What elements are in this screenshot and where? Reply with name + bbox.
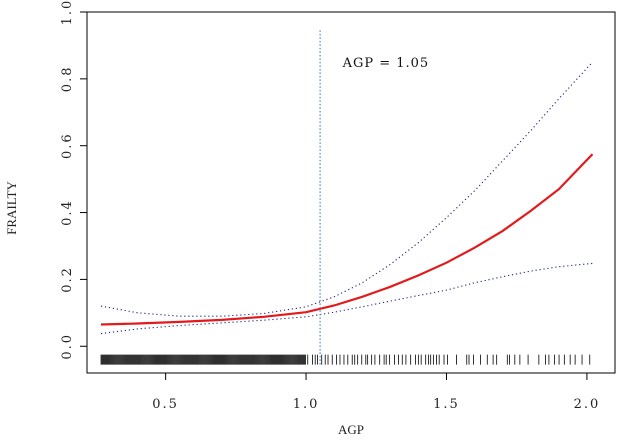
x-tick-label-0: 0.5 (152, 397, 179, 412)
rug-marks (100, 354, 591, 365)
estimate-line (100, 153, 594, 326)
y-tick-label-3: 0.6 (60, 132, 75, 159)
y-tick-label-0: 0.0 (60, 333, 75, 360)
x-tick-label-3: 2.0 (574, 397, 601, 412)
y-tick-label-5: 1.0 (60, 0, 75, 25)
cutoff-annotation: AGP = 1.05 (342, 56, 430, 71)
x-tick-label-2: 1.5 (433, 397, 460, 412)
x-axis: 0.5 1.0 1.5 2.0 (152, 373, 601, 412)
x-axis-title: AGP (338, 422, 364, 437)
series-lines (100, 61, 594, 335)
y-axis-title: FRAILTY (4, 181, 19, 235)
x-tick-label-1: 1.0 (293, 397, 320, 412)
lower-ci-line (100, 262, 593, 335)
upper-ci-line (100, 61, 593, 317)
y-tick-label-1: 0.2 (60, 266, 75, 293)
plot-frame (86, 11, 616, 374)
y-axis: 0.0 0.2 0.4 0.6 0.8 1.0 (60, 0, 87, 360)
y-tick-label-4: 0.8 (60, 66, 75, 93)
y-tick-label-2: 0.4 (60, 199, 75, 226)
